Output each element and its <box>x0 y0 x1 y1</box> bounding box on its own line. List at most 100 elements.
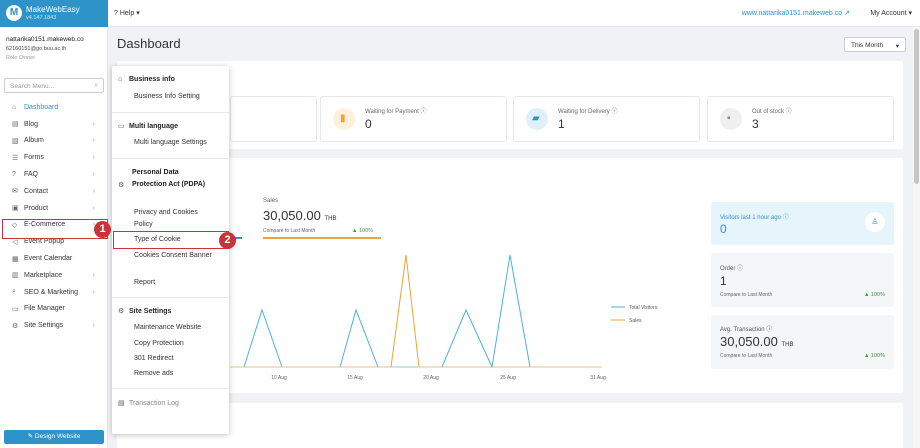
chevron-right-icon: › <box>92 154 95 162</box>
design-website-label: Design Website <box>34 433 81 440</box>
sidebar-item-label: Site Settings <box>24 322 64 330</box>
sidebar-item-label: Blog <box>24 120 39 128</box>
chevron-right-icon: › <box>92 187 95 195</box>
image-icon: ▧ <box>12 137 19 145</box>
chevron-down-icon: ▾ <box>136 10 140 17</box>
chevron-right-icon: › <box>92 137 95 145</box>
truck-icon: ▰ <box>526 108 548 130</box>
scrollbar-thumb[interactable] <box>914 29 919 184</box>
line-chart: 10 Aug 15 Aug 20 Aug 25 Aug 31 Aug Total… <box>230 254 658 381</box>
gear-icon: ⚙ <box>12 322 19 330</box>
sales-change: ▲ 100% <box>352 228 374 234</box>
series-line-sales <box>230 254 602 368</box>
home-icon: ⌂ <box>12 103 17 111</box>
store-icon: ▥ <box>12 272 19 280</box>
submenu-item-multi-language-settings[interactable]: Multi language Settings <box>134 139 207 146</box>
x-tick-label: 10 Aug <box>271 375 287 381</box>
visitors-indicator-bar <box>230 237 242 239</box>
sidebar-item-product[interactable]: ▣ Product › <box>0 200 107 217</box>
submenu-item-type-of-cookie[interactable]: Type of Cookie <box>134 236 181 243</box>
site-url-link[interactable]: www.nattarika0151.makeweb.co ↗ <box>742 9 850 17</box>
step-badge-2: 2 <box>219 232 236 249</box>
cart-icon: ▣ <box>12 205 19 213</box>
design-website-button[interactable]: ✎ Design Website <box>4 430 104 444</box>
sidebar-item-site-settings[interactable]: ⚙ Site Settings › <box>0 317 107 334</box>
wallet-icon: ▮ <box>333 108 355 130</box>
avg-transaction-card[interactable]: Avg. Transaction ⓘ 30,050.00 THB Compare… <box>711 315 894 369</box>
x-tick-label: 15 Aug <box>347 375 363 381</box>
account-menu[interactable]: My Account ▾ <box>870 9 912 17</box>
sidebar-item-event-calendar[interactable]: ▦ Event Calendar <box>0 250 107 267</box>
user-email: 62160151@go.buu.ac.th <box>6 46 67 52</box>
sidebar-item-label: SEO & Marketing <box>24 288 79 296</box>
legend: Total Visitors Sales <box>611 305 658 324</box>
x-tick-label: 25 Aug <box>500 375 516 381</box>
logo[interactable]: M MakeWebEasy v4.147.1843 <box>0 0 108 27</box>
help-label: Help <box>119 10 135 17</box>
stat-card-waiting-payment[interactable]: ▮ Waiting for Payment ⓘ 0 <box>320 96 507 142</box>
divider <box>112 297 229 298</box>
search-menu-input[interactable]: Search Menu... ⌕ <box>4 78 104 93</box>
avg-compare-text: Compare to Last Month <box>720 353 773 359</box>
order-card[interactable]: Order ⓘ 1 Compare to Last Month ▲ 100% <box>711 253 894 307</box>
sidebar-item-seo-marketing[interactable]: ⌕ SEO & Marketing › <box>0 284 107 301</box>
submenu-heading-transaction-log[interactable]: ▤ Transaction Log <box>118 400 179 407</box>
submenu-item-remove-ads[interactable]: Remove ads <box>134 370 174 377</box>
sidebar-item-forms[interactable]: ☰ Forms › <box>0 149 107 166</box>
sidebar-item-event-popup[interactable]: ◁ Event Popup <box>0 233 107 250</box>
sidebar-item-marketplace[interactable]: ▥ Marketplace › <box>0 267 107 284</box>
sales-value: 30,050.00 THB <box>263 208 337 223</box>
help-icon: ? <box>114 10 118 17</box>
log-icon: ▤ <box>118 400 125 407</box>
stat-card-waiting-delivery[interactable]: ▰ Waiting for Delivery ⓘ 1 <box>513 96 700 142</box>
sidebar-item-album[interactable]: ▧ Album › <box>0 133 107 150</box>
user-name: nattarika0151.makeweb.co <box>6 36 84 43</box>
sidebar-item-label: Album <box>24 137 44 145</box>
legend-label-sales: Sales <box>629 318 642 324</box>
visitors-card[interactable]: Visitors last 1 hour ago ⓘ 0 ♙ <box>711 202 894 245</box>
avg-change: ▲ 100% <box>863 353 885 359</box>
tag-icon: ◇ <box>12 221 18 229</box>
sidebar-item-contact[interactable]: ✉ Contact › <box>0 183 107 200</box>
sales-compare-text: Compare to Last Month <box>263 228 316 234</box>
stat-card-out-of-stock[interactable]: ▪ Out of stock ⓘ 3 <box>707 96 894 142</box>
submenu-heading-business: ⌂ Business info <box>118 76 175 83</box>
submenu-item-cookies-consent-banner[interactable]: Cookies Consent Banner <box>134 252 212 259</box>
avg-label: Avg. Transaction ⓘ <box>720 327 773 333</box>
submenu-item-copy-protection[interactable]: Copy Protection <box>134 340 184 347</box>
submenu-item-privacy-policy[interactable]: Privacy and Cookies Policy <box>134 209 198 228</box>
chevron-right-icon: › <box>92 204 95 212</box>
sidebar-item-ecommerce[interactable]: ◇ E-Commerce › <box>0 217 107 234</box>
account-label: My Account <box>870 10 907 17</box>
submenu-item-business-info-setting[interactable]: Business Info Setting <box>134 93 200 100</box>
sidebar-item-dashboard[interactable]: ⌂ Dashboard <box>0 99 107 116</box>
submenu-item-maintenance-website[interactable]: Maintenance Website <box>134 324 202 331</box>
help-menu[interactable]: ? Help ▾ <box>114 9 140 17</box>
period-select[interactable]: This Month ▾ <box>844 37 906 52</box>
chevron-right-icon: › <box>92 271 95 279</box>
sidebar-item-label: Product <box>24 204 49 212</box>
doc-icon: ▤ <box>12 121 19 129</box>
chevron-right-icon: › <box>92 322 95 330</box>
sales-indicator-bar <box>263 237 381 239</box>
logo-icon: M <box>6 5 22 21</box>
language-icon: ▭ <box>118 123 125 130</box>
app-version: v4.147.1843 <box>26 15 57 21</box>
divider <box>112 112 229 113</box>
stat-card-partial[interactable] <box>230 96 317 142</box>
sidebar-item-blog[interactable]: ▤ Blog › <box>0 116 107 133</box>
divider <box>112 158 229 159</box>
submenu-item-report[interactable]: Report <box>134 279 156 286</box>
sidebar-item-file-manager[interactable]: ▭ File Manager <box>0 301 107 318</box>
stat-label: Out of stock ⓘ <box>752 109 792 115</box>
legend-label-visitors: Total Visitors <box>629 305 658 311</box>
order-change: ▲ 100% <box>863 292 885 298</box>
highlight-box-type-of-cookie <box>113 231 229 249</box>
question-icon: ? <box>12 171 16 179</box>
home-icon: ⌂ <box>118 76 123 83</box>
sidebar-item-faq[interactable]: ? FAQ › <box>0 166 107 183</box>
chevron-down-icon: ▾ <box>908 10 912 17</box>
submenu-item-301-redirect[interactable]: 301 Redirect <box>134 355 174 362</box>
page-scrollbar[interactable] <box>913 27 920 448</box>
megaphone-icon: ◁ <box>12 238 18 246</box>
